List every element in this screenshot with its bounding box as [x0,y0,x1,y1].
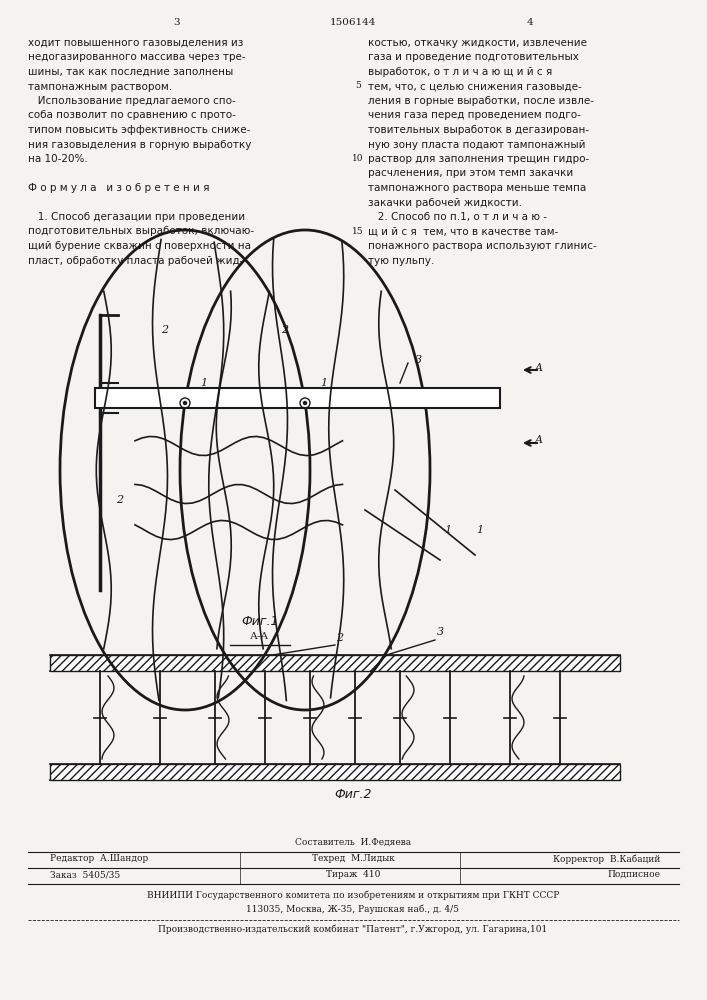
Text: товительных выработок в дегазирован-: товительных выработок в дегазирован- [368,125,589,135]
Text: ную зону пласта подают тампонажный: ную зону пласта подают тампонажный [368,139,585,149]
Text: 2: 2 [117,495,124,505]
Text: соба позволит по сравнению с прото-: соба позволит по сравнению с прото- [28,110,236,120]
Text: 1: 1 [477,525,484,535]
Text: 1506144: 1506144 [329,18,376,27]
Text: 2: 2 [337,633,344,643]
Circle shape [184,401,187,404]
Text: Тираж  410: Тираж 410 [326,870,380,879]
Text: 10: 10 [352,154,363,163]
Text: тампонажного раствора меньше темпа: тампонажного раствора меньше темпа [368,183,586,193]
Text: 3: 3 [174,18,180,27]
Text: 4: 4 [527,18,533,27]
Text: 3: 3 [436,627,443,637]
Text: подготовительных выработок, включаю-: подготовительных выработок, включаю- [28,227,254,236]
Text: Техред  М.Лидык: Техред М.Лидык [312,854,395,863]
Text: Использование предлагаемого спо-: Использование предлагаемого спо- [28,96,235,106]
Text: 1: 1 [200,378,207,388]
Text: недогазированного массива через тре-: недогазированного массива через тре- [28,52,245,62]
Text: газа и проведение подготовительных: газа и проведение подготовительных [368,52,579,62]
Text: костью, откачку жидкости, извлечение: костью, откачку жидкости, извлечение [368,38,587,48]
Text: ходит повышенного газовыделения из: ходит повышенного газовыделения из [28,38,243,48]
Text: тем, что, с целью снижения газовыде-: тем, что, с целью снижения газовыде- [368,82,582,92]
Text: Производственно-издательский комбинат "Патент", г.Ужгород, ул. Гагарина,101: Производственно-издательский комбинат "П… [158,924,548,934]
Bar [50,655,620,671]
Text: 3: 3 [415,355,422,365]
Text: Фиг.1: Фиг.1 [241,615,279,628]
Text: 113035, Москва, Ж-35, Раушская наб., д. 4/5: 113035, Москва, Ж-35, Раушская наб., д. … [247,904,460,914]
Text: Фиг.2: Фиг.2 [334,788,372,801]
Text: на 10-20%.: на 10-20%. [28,154,88,164]
Text: A: A [535,363,543,373]
Text: 15: 15 [352,227,364,235]
Text: 1: 1 [445,525,452,535]
Text: Подписное: Подписное [607,870,660,879]
Text: Составитель  И.Федяева: Составитель И.Федяева [295,838,411,847]
Text: чения газа перед проведением подго-: чения газа перед проведением подго- [368,110,581,120]
Text: Корректор  В.Кабаций: Корректор В.Кабаций [553,854,660,863]
Text: ния газовыделения в горную выработку: ния газовыделения в горную выработку [28,139,252,149]
Text: тую пульпу.: тую пульпу. [368,255,434,265]
Bar [50,764,620,780]
Text: 5: 5 [355,82,361,91]
Text: типом повысить эффективность сниже-: типом повысить эффективность сниже- [28,125,250,135]
Text: 2: 2 [281,325,288,335]
Text: понажного раствора используют глинис-: понажного раствора используют глинис- [368,241,597,251]
Text: Редактор  А.Шандор: Редактор А.Шандор [50,854,148,863]
Text: A: A [535,435,543,445]
Text: Ф о р м у л а   и з о б р е т е н и я: Ф о р м у л а и з о б р е т е н и я [28,183,209,193]
Text: выработок, о т л и ч а ю щ и й с я: выработок, о т л и ч а ю щ и й с я [368,67,552,77]
Text: 1: 1 [320,378,327,388]
Text: 1. Способ дегазации при проведении: 1. Способ дегазации при проведении [28,212,245,222]
Text: 2. Способ по п.1, о т л и ч а ю -: 2. Способ по п.1, о т л и ч а ю - [368,212,547,222]
Text: закачки рабочей жидкости.: закачки рабочей жидкости. [368,198,522,208]
Bar [95,388,500,408]
Text: шины, так как последние заполнены: шины, так как последние заполнены [28,67,233,77]
Text: расчленения, при этом темп закачки: расчленения, при этом темп закачки [368,168,573,178]
Text: раствор для заполнения трещин гидро-: раствор для заполнения трещин гидро- [368,154,589,164]
Text: щ и й с я  тем, что в качестве там-: щ и й с я тем, что в качестве там- [368,227,559,236]
Circle shape [303,401,307,404]
Text: щий бурение скважин с поверхности на: щий бурение скважин с поверхности на [28,241,251,251]
Text: 2: 2 [161,325,168,335]
Text: пласт, обработку пласта рабочей жид-: пласт, обработку пласта рабочей жид- [28,255,243,265]
Text: тампонажным раствором.: тампонажным раствором. [28,82,172,92]
Text: Заказ  5405/35: Заказ 5405/35 [50,870,120,879]
Text: ВНИИПИ Государственного комитета по изобретениям и открытиям при ГКНТ СССР: ВНИИПИ Государственного комитета по изоб… [147,890,559,900]
Text: А-А: А-А [250,632,269,641]
Text: ления в горные выработки, после извле-: ления в горные выработки, после извле- [368,96,594,106]
